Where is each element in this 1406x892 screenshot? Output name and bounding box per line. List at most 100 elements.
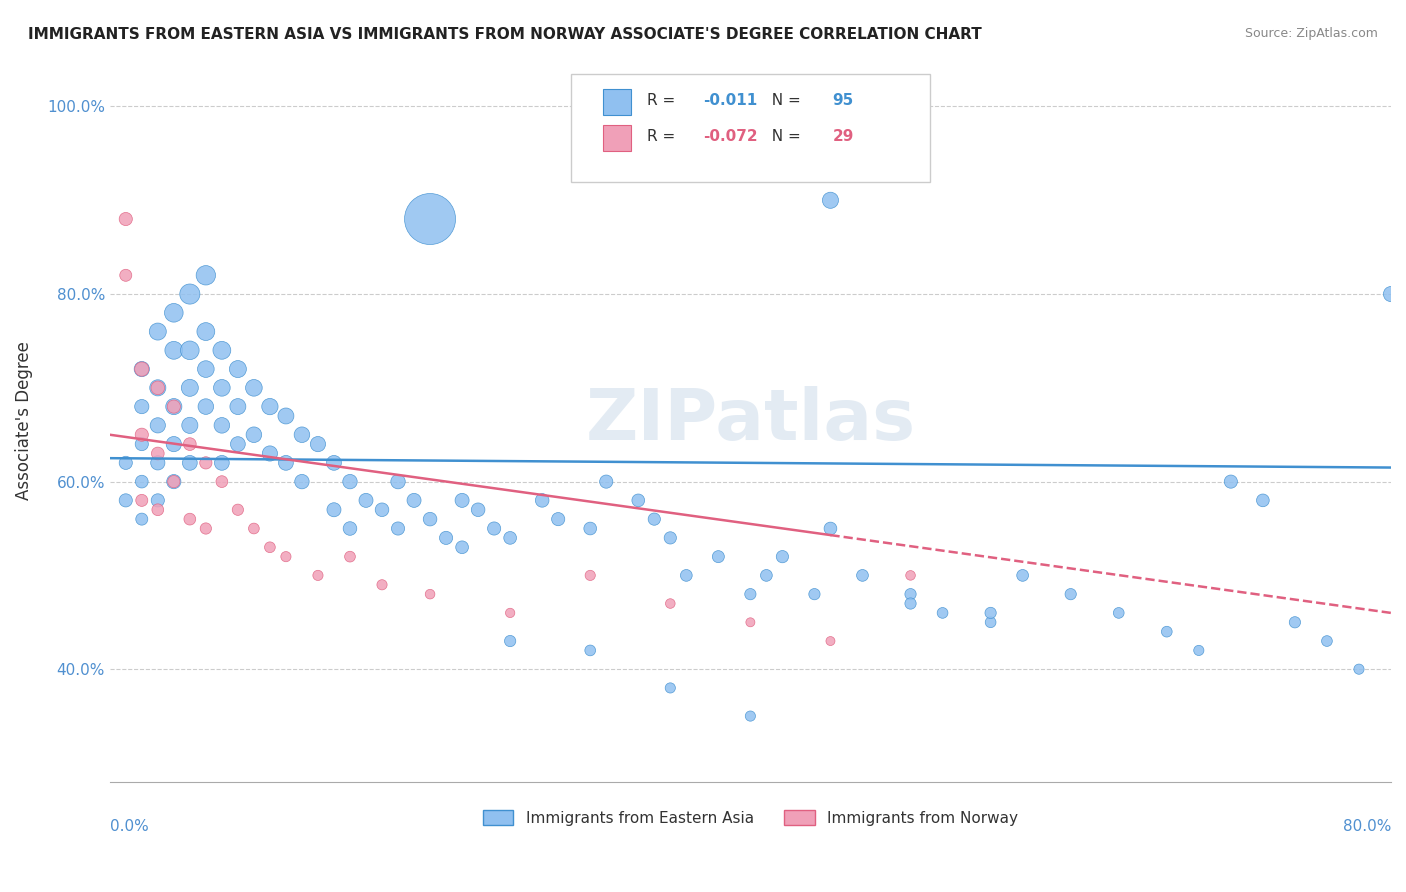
Point [419, 587, 441, 601]
Point [131, 475, 153, 489]
Point [163, 343, 186, 358]
Point [114, 268, 136, 283]
Point [387, 475, 409, 489]
Point [499, 531, 522, 545]
Point [226, 400, 249, 414]
Point [419, 212, 441, 227]
Point [211, 343, 233, 358]
Point [146, 446, 169, 460]
Point [131, 512, 153, 526]
Point [547, 512, 569, 526]
Point [1156, 624, 1178, 639]
Point [243, 427, 266, 442]
Point [1108, 606, 1130, 620]
Point [163, 475, 186, 489]
Point [1188, 643, 1211, 657]
Point [627, 493, 650, 508]
Point [900, 597, 922, 611]
Point [114, 212, 136, 227]
Text: -0.011: -0.011 [703, 94, 758, 108]
Point [131, 362, 153, 376]
Point [179, 418, 201, 433]
Point [643, 512, 665, 526]
Point [131, 437, 153, 451]
Point [163, 400, 186, 414]
Text: 0.0%: 0.0% [110, 819, 149, 834]
Point [931, 606, 953, 620]
Point [371, 578, 394, 592]
Point [402, 493, 425, 508]
Point [900, 568, 922, 582]
Point [131, 362, 153, 376]
Point [323, 456, 346, 470]
Point [179, 381, 201, 395]
Point [291, 475, 314, 489]
Point [354, 493, 377, 508]
Point [194, 268, 217, 283]
Point [131, 400, 153, 414]
Text: N =: N = [762, 129, 806, 145]
Point [579, 643, 602, 657]
Point [339, 475, 361, 489]
Text: 29: 29 [832, 129, 853, 145]
Point [820, 194, 842, 208]
Point [146, 502, 169, 516]
Point [226, 437, 249, 451]
Point [1011, 568, 1033, 582]
Point [146, 493, 169, 508]
Legend: Immigrants from Eastern Asia, Immigrants from Norway: Immigrants from Eastern Asia, Immigrants… [477, 804, 1024, 832]
Point [499, 634, 522, 648]
Point [179, 287, 201, 301]
Text: N =: N = [762, 94, 806, 108]
Point [595, 475, 617, 489]
Point [740, 709, 762, 723]
Point [307, 568, 329, 582]
Point [194, 456, 217, 470]
Point [163, 437, 186, 451]
Point [146, 325, 169, 339]
Point [820, 634, 842, 648]
Point [1251, 493, 1274, 508]
Point [194, 325, 217, 339]
Point [243, 521, 266, 535]
Point [131, 493, 153, 508]
Point [131, 427, 153, 442]
Point [579, 568, 602, 582]
Point [434, 531, 457, 545]
Text: Source: ZipAtlas.com: Source: ZipAtlas.com [1244, 27, 1378, 40]
Point [419, 512, 441, 526]
Point [1348, 662, 1371, 676]
FancyBboxPatch shape [603, 89, 631, 115]
Point [579, 521, 602, 535]
Point [179, 512, 201, 526]
Point [1284, 615, 1306, 630]
Point [259, 541, 281, 555]
Point [259, 400, 281, 414]
Point [1219, 475, 1241, 489]
Point [243, 381, 266, 395]
FancyBboxPatch shape [603, 125, 631, 152]
Point [291, 427, 314, 442]
Point [339, 521, 361, 535]
Point [274, 549, 297, 564]
Point [980, 615, 1002, 630]
Point [163, 475, 186, 489]
Point [499, 606, 522, 620]
Point [114, 456, 136, 470]
Point [194, 362, 217, 376]
Point [146, 381, 169, 395]
Point [740, 587, 762, 601]
Point [659, 597, 682, 611]
Point [211, 418, 233, 433]
Point [770, 549, 793, 564]
Text: ZIPatlas: ZIPatlas [585, 386, 915, 455]
Text: R =: R = [647, 129, 679, 145]
Text: -0.072: -0.072 [703, 129, 758, 145]
Y-axis label: Associate's Degree: Associate's Degree [15, 342, 32, 500]
Point [531, 493, 554, 508]
Point [226, 362, 249, 376]
Point [211, 456, 233, 470]
Point [820, 521, 842, 535]
Point [371, 502, 394, 516]
Point [307, 437, 329, 451]
